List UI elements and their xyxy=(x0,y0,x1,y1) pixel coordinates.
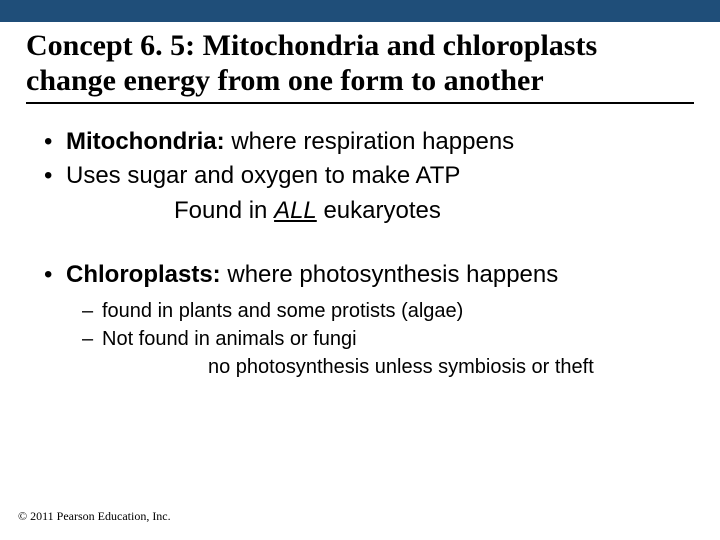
copyright: © 2011 Pearson Education, Inc. xyxy=(18,509,171,524)
dash-item: found in plants and some protists (algae… xyxy=(26,297,694,325)
slide-content: Concept 6. 5: Mitochondria and chloropla… xyxy=(0,22,720,381)
bullet-text: Uses sugar and oxygen to make ATP xyxy=(66,162,460,189)
bullet-list-chloroplasts: Chloroplasts: where photosynthesis happe… xyxy=(26,259,694,291)
spacer xyxy=(26,229,694,259)
bullet-item: Mitochondria: where respiration happens xyxy=(26,126,694,158)
top-accent-bar xyxy=(0,0,720,22)
term: Mitochondria: xyxy=(66,128,225,155)
bullet-text: where respiration happens xyxy=(225,128,515,155)
dash-item: Not found in animals or fungi xyxy=(26,325,694,353)
emphasis: ALL xyxy=(274,197,317,224)
slide-title: Concept 6. 5: Mitochondria and chloropla… xyxy=(26,28,694,104)
bullet-item: Chloroplasts: where photosynthesis happe… xyxy=(26,259,694,291)
term: Chloroplasts: xyxy=(66,261,221,288)
indented-line: Found in ALL eukaryotes xyxy=(26,195,694,227)
bullet-text: where photosynthesis happens xyxy=(221,261,559,288)
text: eukaryotes xyxy=(317,197,441,224)
text: Found in xyxy=(174,197,274,224)
dash-list: found in plants and some protists (algae… xyxy=(26,297,694,353)
bullet-list-mitochondria: Mitochondria: where respiration happens … xyxy=(26,126,694,193)
indented-subline: no photosynthesis unless symbiosis or th… xyxy=(26,353,694,381)
bullet-item: Uses sugar and oxygen to make ATP xyxy=(26,160,694,192)
